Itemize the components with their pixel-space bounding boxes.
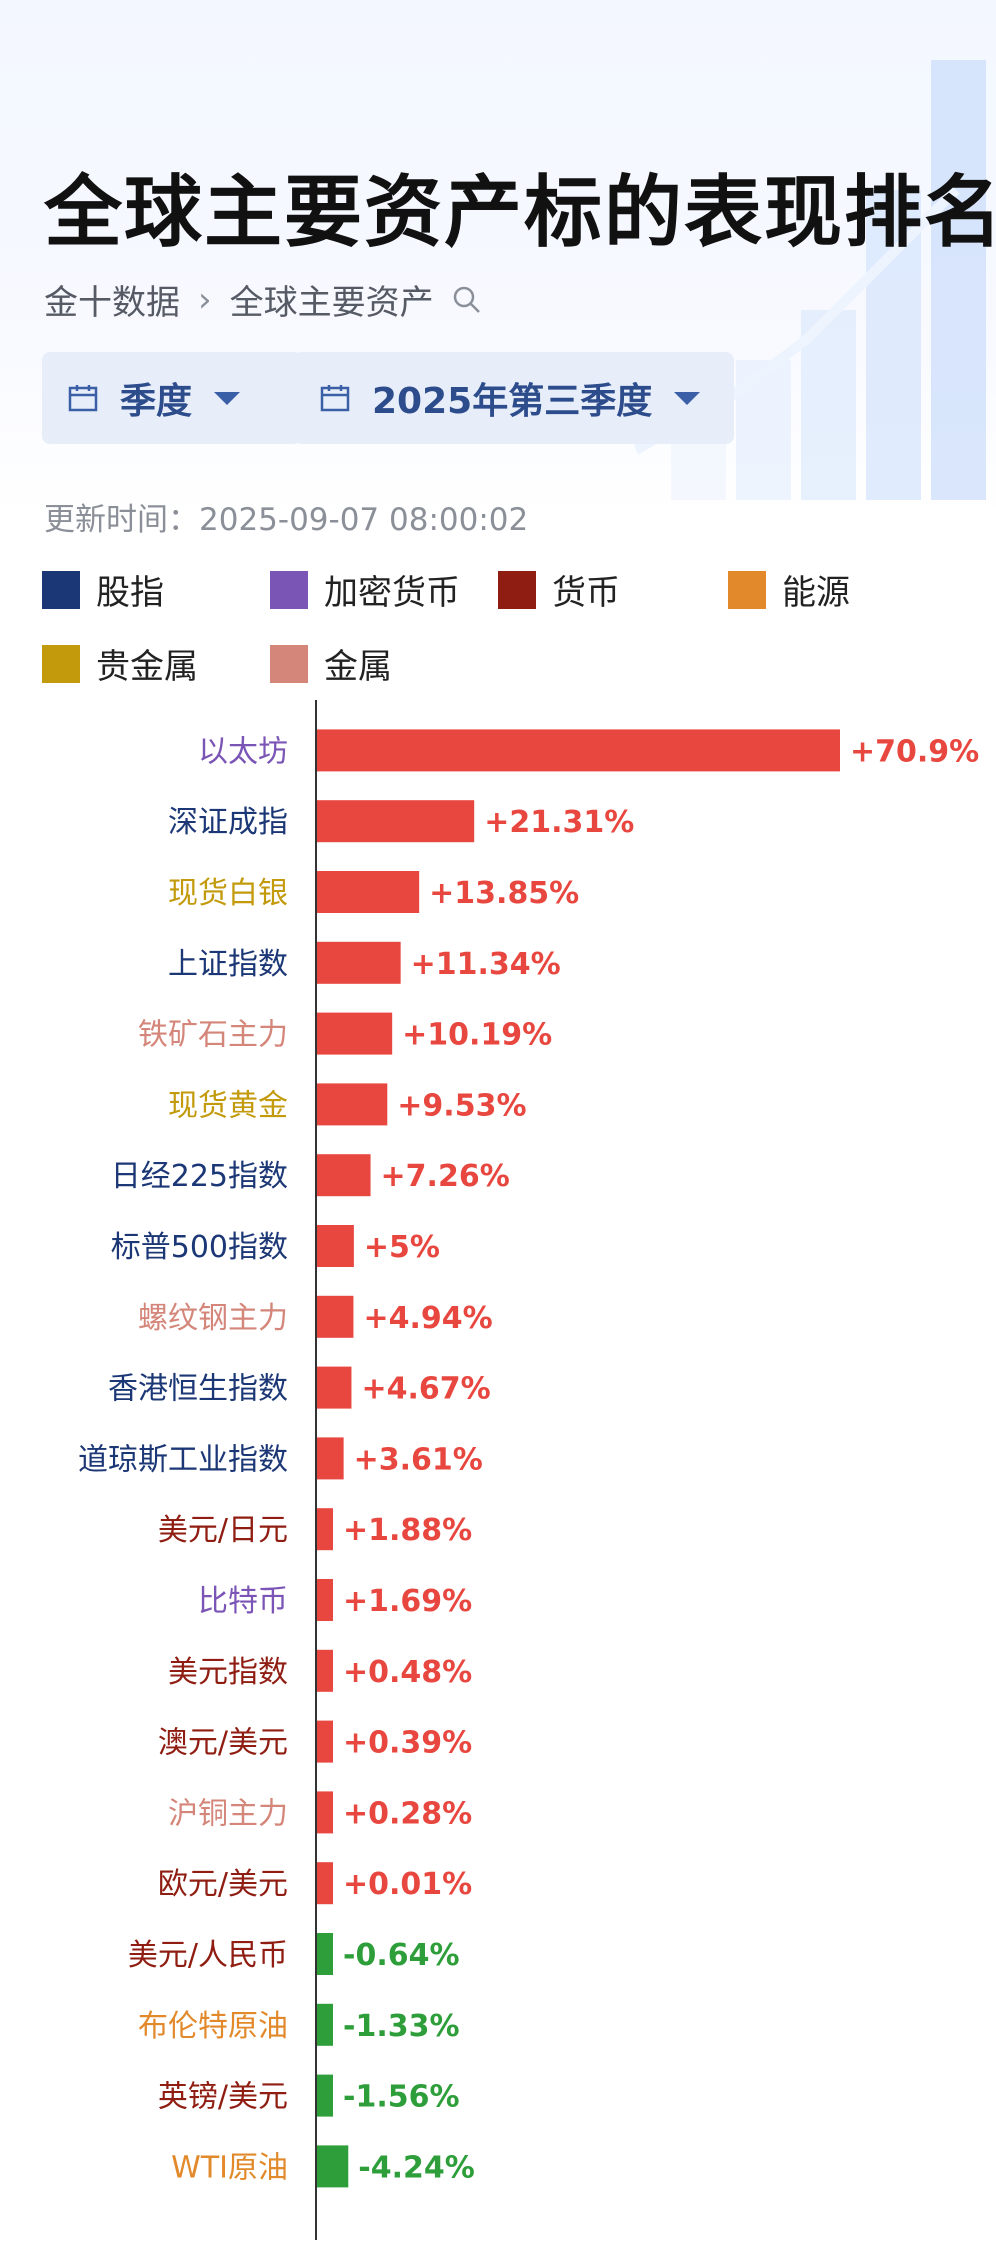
chevron-right-icon: › xyxy=(198,279,212,320)
category-label: 欧元/美元 xyxy=(158,1867,288,1902)
legend-label: 股指 xyxy=(96,573,164,613)
bar xyxy=(317,1649,333,1692)
legend-item-crypto: 加密货币 xyxy=(270,565,460,614)
bar xyxy=(317,871,420,913)
value-label: +0.39% xyxy=(343,1726,472,1761)
category-label: 比特币 xyxy=(198,1584,288,1619)
value-label: +4.94% xyxy=(363,1301,492,1336)
bar xyxy=(317,729,840,772)
legend-swatch xyxy=(728,570,766,609)
breadcrumb-item-source[interactable]: 金十数据 xyxy=(44,283,180,323)
bar xyxy=(317,1720,333,1763)
category-label: 美元/日元 xyxy=(158,1513,288,1548)
caret-down-icon xyxy=(674,391,701,405)
value-label: +10.19% xyxy=(402,1018,552,1053)
value-label: +9.53% xyxy=(397,1088,526,1123)
value-label: +11.34% xyxy=(411,947,561,982)
legend-item-currency: 货币 xyxy=(498,565,620,614)
value-label: +0.48% xyxy=(343,1655,472,1690)
legend-item-precious-metals: 贵金属 xyxy=(42,639,198,688)
category-label: 现货白银 xyxy=(168,876,288,911)
category-label: 上证指数 xyxy=(168,947,288,982)
bar xyxy=(317,941,401,984)
bar xyxy=(317,1225,354,1267)
legend-swatch xyxy=(270,570,308,609)
page-title: 全球主要资产标的表现排名 xyxy=(44,167,996,258)
bar xyxy=(317,1508,333,1551)
value-label: +3.61% xyxy=(354,1442,483,1477)
legend-label: 贵金属 xyxy=(96,647,198,687)
category-label: 螺纹钢主力 xyxy=(138,1301,288,1336)
value-label: -1.33% xyxy=(343,2009,460,2044)
value-label: -0.64% xyxy=(343,1938,460,1973)
category-label: WTI原油 xyxy=(171,2150,288,2185)
value-label: +21.31% xyxy=(484,805,634,840)
bar xyxy=(317,2074,333,2117)
value-label: -4.24% xyxy=(358,2150,475,2185)
calendar-icon xyxy=(68,385,98,412)
category-label: 沪铜主力 xyxy=(168,1796,288,1831)
legend-item-stock-index: 股指 xyxy=(42,565,164,614)
value-label: +0.28% xyxy=(343,1796,472,1831)
bar xyxy=(317,1295,354,1338)
category-label: 布伦特原油 xyxy=(138,2009,288,2044)
bar xyxy=(317,1791,333,1834)
period-select-value: 季度 xyxy=(120,381,193,422)
value-label: +4.67% xyxy=(361,1372,490,1407)
search-icon[interactable] xyxy=(452,285,482,315)
legend-label: 货币 xyxy=(552,573,620,613)
value-label: -1.56% xyxy=(343,2080,460,2115)
period-select[interactable]: 季度 xyxy=(42,352,302,444)
value-label: +1.88% xyxy=(343,1513,472,1548)
value-label: +1.69% xyxy=(343,1584,472,1619)
category-label: 香港恒生指数 xyxy=(108,1372,288,1407)
category-label: 日经225指数 xyxy=(111,1159,288,1194)
performance-bar-chart: 以太坊 +70.9% 深证成指 +21.31% 现货白银 +13.85% 上证指数 +11.3… xyxy=(78,700,979,2240)
quarter-select-value: 2025年第三季度 xyxy=(372,381,653,422)
bar xyxy=(317,1862,333,1905)
category-label: 英镑/美元 xyxy=(158,2080,288,2115)
update-time: 更新时间：2025-09-07 08:00:02 xyxy=(44,494,528,539)
calendar-icon xyxy=(320,385,350,412)
category-label: 道琼斯工业指数 xyxy=(78,1442,288,1477)
legend-swatch xyxy=(270,644,308,683)
legend-label: 能源 xyxy=(782,573,850,613)
breadcrumb-item-category[interactable]: 全球主要资产 xyxy=(229,283,434,323)
bar xyxy=(317,1579,333,1621)
bar xyxy=(317,1154,371,1197)
update-time-value: 2025-09-07 08:00:02 xyxy=(199,502,529,538)
bar xyxy=(317,1083,388,1126)
bar xyxy=(317,2003,333,2046)
bar xyxy=(317,1933,333,1975)
legend-swatch xyxy=(498,570,536,609)
category-label: 澳元/美元 xyxy=(158,1726,288,1761)
value-label: +5% xyxy=(364,1230,440,1265)
category-label: 深证成指 xyxy=(168,805,288,840)
value-label: +13.85% xyxy=(429,876,579,911)
bar xyxy=(317,1437,344,1480)
legend-swatch xyxy=(42,644,80,683)
legend-item-metals: 金属 xyxy=(270,639,392,688)
category-label: 美元/人民币 xyxy=(128,1938,288,1973)
bar xyxy=(317,2145,349,2188)
breadcrumb: 金十数据 › 全球主要资产 xyxy=(44,275,482,324)
category-label: 现货黄金 xyxy=(168,1088,288,1123)
category-label: 铁矿石主力 xyxy=(138,1018,288,1053)
category-label: 标普500指数 xyxy=(111,1230,288,1265)
bar xyxy=(317,1012,393,1055)
legend-swatch xyxy=(42,570,80,609)
quarter-select[interactable]: 2025年第三季度 xyxy=(294,352,734,444)
bar xyxy=(317,800,475,843)
bar xyxy=(317,1366,352,1409)
value-label: +7.26% xyxy=(381,1159,510,1194)
update-time-label: 更新时间： xyxy=(44,502,199,538)
legend-label: 加密货币 xyxy=(324,573,460,613)
legend-item-energy: 能源 xyxy=(728,565,850,614)
caret-down-icon xyxy=(214,391,241,405)
value-label: +70.9% xyxy=(850,734,979,769)
legend-label: 金属 xyxy=(324,647,392,687)
category-label: 以太坊 xyxy=(198,734,288,769)
value-label: +0.01% xyxy=(343,1867,472,1902)
category-label: 美元指数 xyxy=(168,1655,288,1690)
